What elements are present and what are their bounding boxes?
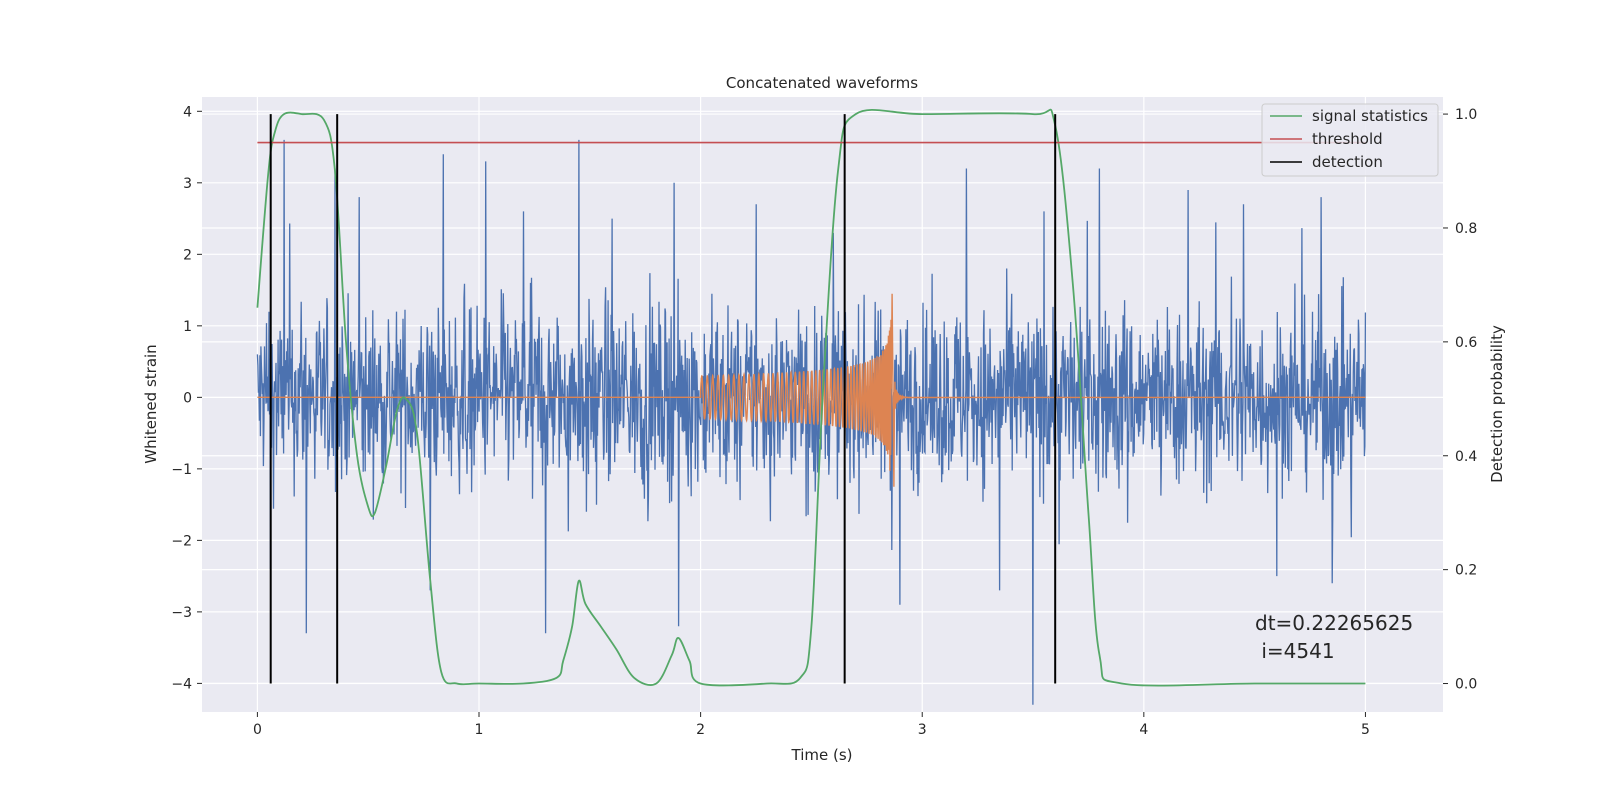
x-tick-label: 3 [918,722,927,738]
y-tick-label: 4 [183,104,192,120]
legend: signal statistics threshold detection [1261,103,1439,177]
y-axis-label: Whitened strain [142,344,160,463]
y2-axis-label: Detection probability [1488,325,1506,483]
x-tick-label: 0 [253,722,262,738]
x-tick-label: 5 [1361,722,1370,738]
x-tick-label: 4 [1139,722,1148,738]
y-tick-label: −3 [171,605,192,621]
legend-label-signal-statistics: signal statistics [1312,107,1428,125]
x-tick-label: 2 [696,722,705,738]
y2-tick-label: 0.8 [1455,221,1477,237]
y2-tick-label: 0.4 [1455,449,1477,465]
axes: 0 1 2 3 4 5 −4 −3 −2 −1 0 1 2 3 4 0.0 0.2 0.4 0.6 0.8 1.0 [171,104,1477,738]
chart-title: Concatenated waveforms [726,74,918,92]
annotation-dt: dt=0.22265625 [1255,611,1413,635]
x-axis-label: Time (s) [791,746,853,764]
annotation-i: i=4541 [1255,639,1335,663]
data-layer [256,108,1367,705]
legend-label-detection: detection [1312,153,1383,171]
y-tick-label: 0 [183,390,192,406]
y-tick-label: −2 [171,533,192,549]
legend-box [1261,103,1439,177]
y-tick-label: −4 [171,676,192,692]
x-tick-label: 1 [475,722,484,738]
y2-tick-label: 0.6 [1455,335,1477,351]
signal-statistics-line [256,108,1366,687]
y2-tick-label: 0.2 [1455,563,1477,579]
legend-label-threshold: threshold [1312,130,1383,148]
y2-tick-label: 1.0 [1455,107,1477,123]
y-tick-label: 2 [183,247,192,263]
y-tick-label: 3 [183,176,192,192]
y2-tick-label: 0.0 [1455,677,1477,693]
injection-line [257,293,1366,487]
y-tick-label: −1 [171,462,192,478]
y-tick-label: 1 [183,319,192,335]
